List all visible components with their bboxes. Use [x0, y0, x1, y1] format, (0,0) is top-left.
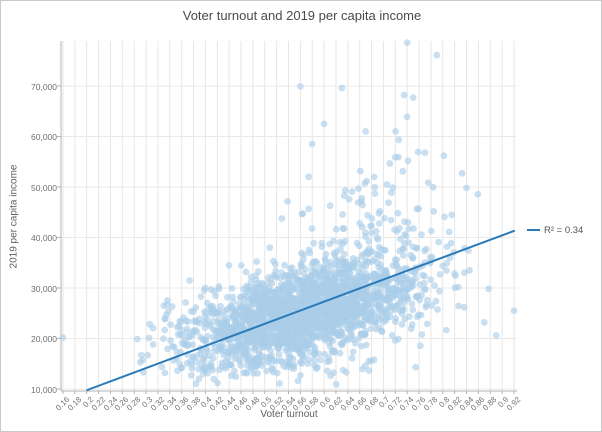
x-axis-title: Voter turnout: [260, 409, 318, 420]
y-tick-label: 30,000: [31, 283, 57, 294]
chart-title: Voter turnout and 2019 per capita income: [182, 8, 422, 23]
y-axis-title: 2019 per capita income: [8, 164, 20, 269]
y-tick-label: 70,000: [31, 81, 57, 92]
y-tick-label: 50,000: [31, 182, 57, 193]
trendline-legend-swatch: [527, 229, 540, 231]
y-tick-label: 10,000: [31, 384, 57, 395]
y-tick-label: 20,000: [31, 334, 57, 344]
y-tick-label: 60,000: [31, 132, 57, 142]
legend: R² = 0.34: [527, 223, 583, 237]
y-tick-label: 40,000: [31, 233, 57, 243]
trendline-legend-label: R² = 0.34: [544, 224, 584, 236]
